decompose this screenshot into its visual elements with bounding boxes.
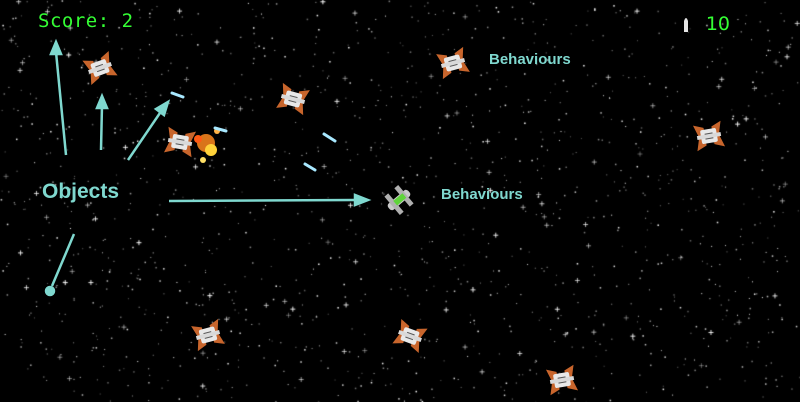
- laser-shots: [170, 91, 337, 172]
- ammo-count: 10: [705, 13, 730, 35]
- laser-shot: [303, 162, 317, 172]
- enemy-ship-icon: [545, 364, 579, 396]
- arrow-to-score: [54, 51, 68, 156]
- player-ship-icon: [381, 182, 417, 218]
- ammo-counter: 10: [706, 13, 730, 35]
- enemy-ship-icon: [191, 318, 225, 352]
- arrow-to-laser: [126, 109, 164, 161]
- bullet-icon: [684, 18, 688, 32]
- enemy-ship-icon: [163, 126, 197, 158]
- enemy-ship-icon: [276, 82, 310, 116]
- laser-shot: [322, 132, 337, 143]
- laser-shot: [170, 91, 185, 99]
- arrow-to-player: [168, 198, 357, 203]
- annotation-dot: [44, 285, 56, 297]
- arrow-to-dot: [50, 233, 76, 287]
- laser-shot: [213, 126, 228, 133]
- enemy-ship-icon: [392, 318, 428, 354]
- arrow-to-enemy: [99, 104, 104, 151]
- objects-label: Objects: [42, 180, 120, 203]
- score-display: Score: 2: [38, 10, 134, 32]
- enemy-ship-icon: [436, 46, 470, 80]
- enemy-ship-icon: [692, 120, 726, 152]
- behaviours-label: Behaviours: [489, 51, 571, 68]
- annotation-arrows: [44, 38, 372, 297]
- enemy-ship-icon: [82, 50, 118, 86]
- explosion-effect: [194, 128, 220, 163]
- behaviours-label: Behaviours: [441, 186, 523, 203]
